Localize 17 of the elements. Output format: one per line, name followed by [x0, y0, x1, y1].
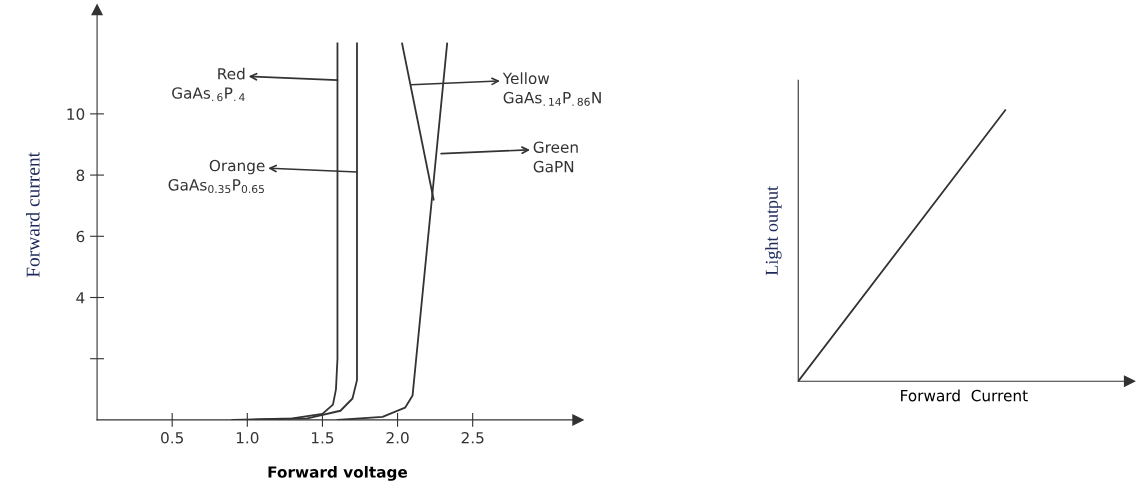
x-tick-label: 1.5	[311, 432, 334, 444]
x-tick-label: 0.5	[161, 432, 184, 444]
annotation: Green GaPN	[533, 141, 578, 173]
y-tick-label: 4	[76, 292, 85, 304]
x-axis-title: Forward Current	[901, 389, 1028, 402]
annotation: Orange GaAs$_{0.35}$P$_{0.65}$	[168, 159, 265, 194]
y-axis-title: Forward current	[25, 152, 40, 278]
y-tick-label: 10	[67, 108, 85, 120]
y-tick-label: 8	[76, 169, 85, 182]
x-tick-label: 1.0	[236, 432, 259, 444]
x-axis-title: Forward voltage	[268, 465, 408, 481]
y-tick-label: 6	[76, 230, 85, 243]
x-tick-label: 2.0	[386, 432, 409, 444]
y-axis-title: Light output	[765, 186, 782, 276]
annotation: Yellow GaAs$_{.14}$P$_{.86}$N	[502, 72, 601, 106]
annotation: Red GaAs$_{.6}$P$_{.4}$	[172, 67, 245, 102]
x-tick-label: 2.5	[461, 432, 484, 444]
